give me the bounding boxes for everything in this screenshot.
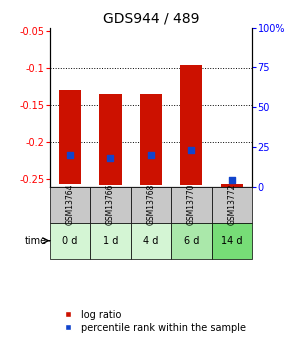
Bar — [50, 223, 90, 259]
Text: GSM13766: GSM13766 — [106, 184, 115, 225]
Bar — [90, 223, 131, 259]
Bar — [131, 187, 171, 223]
Text: GSM13768: GSM13768 — [146, 184, 155, 225]
Bar — [171, 187, 212, 223]
Text: 1 d: 1 d — [103, 236, 118, 246]
Bar — [180, 65, 202, 185]
Bar — [212, 223, 252, 259]
Bar — [99, 94, 122, 185]
Bar — [221, 184, 243, 187]
Point — [108, 155, 113, 161]
Legend: log ratio, percentile rank within the sample: log ratio, percentile rank within the sa… — [55, 306, 250, 337]
Point — [68, 152, 72, 157]
Title: GDS944 / 489: GDS944 / 489 — [103, 11, 199, 25]
Bar — [59, 90, 81, 184]
Bar — [50, 187, 90, 223]
Bar — [212, 187, 252, 223]
Text: 0 d: 0 d — [62, 236, 78, 246]
Point — [189, 147, 194, 153]
Text: GSM13764: GSM13764 — [66, 184, 74, 225]
Text: 14 d: 14 d — [221, 236, 243, 246]
Text: GSM13770: GSM13770 — [187, 184, 196, 225]
Text: 6 d: 6 d — [184, 236, 199, 246]
Bar — [140, 94, 162, 185]
Bar — [171, 223, 212, 259]
Point — [229, 177, 234, 183]
Text: time: time — [24, 236, 47, 246]
Text: GSM13772: GSM13772 — [227, 184, 236, 225]
Bar — [90, 187, 131, 223]
Point — [149, 152, 153, 157]
Text: 4 d: 4 d — [143, 236, 159, 246]
Bar — [131, 223, 171, 259]
